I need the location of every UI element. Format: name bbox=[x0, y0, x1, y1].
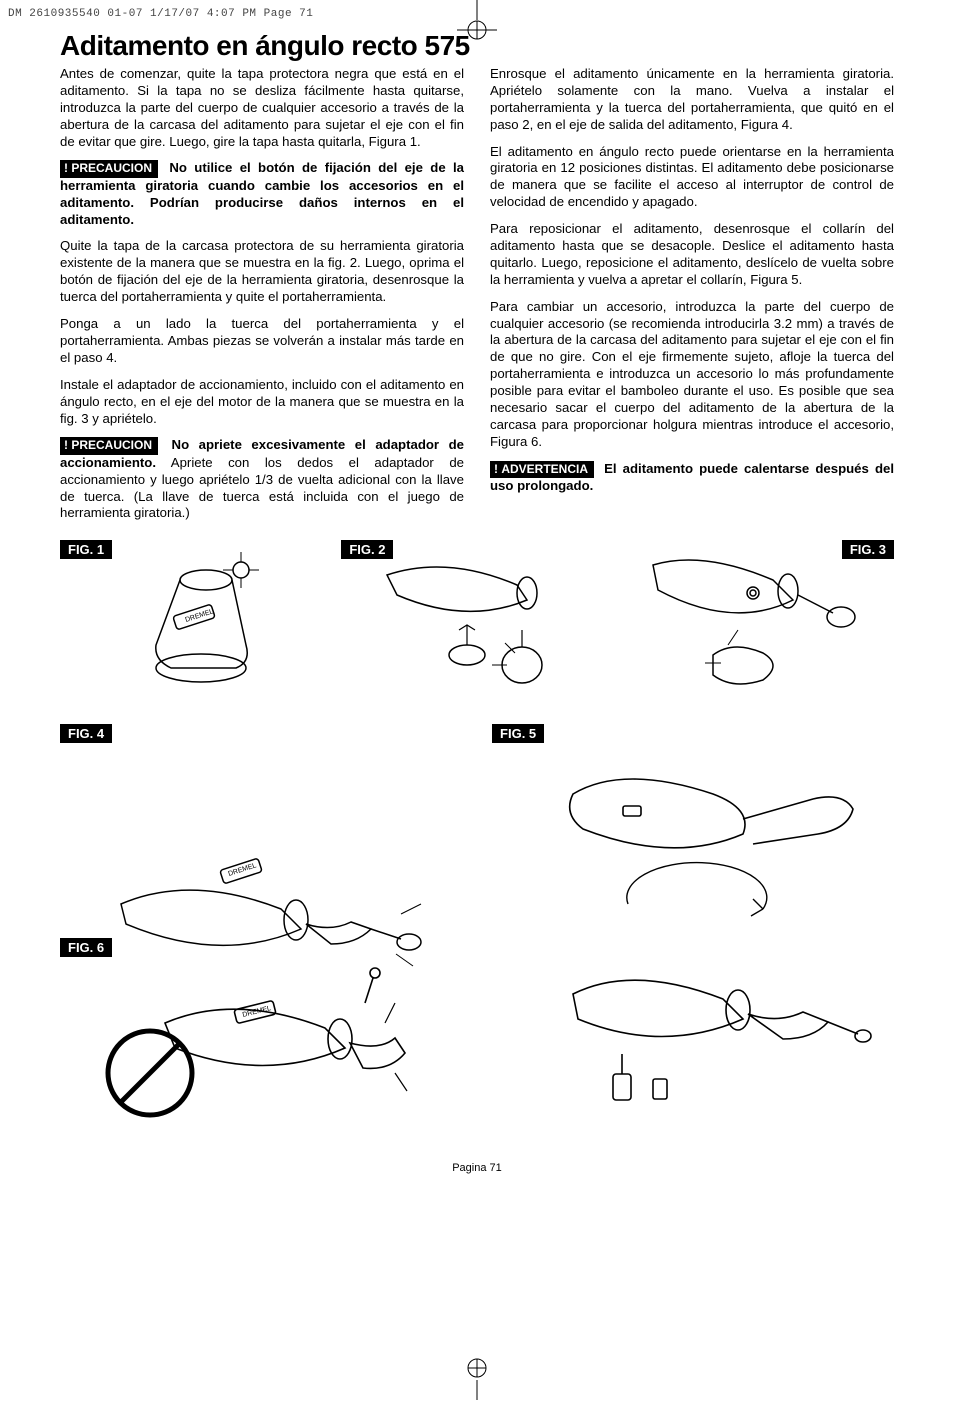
warning-block: ADVERTENCIA El aditamento puede calentar… bbox=[490, 461, 894, 495]
warning-badge: ADVERTENCIA bbox=[490, 461, 594, 478]
brand-text: DREMEL bbox=[227, 863, 257, 879]
caution-block: PRECAUCION No utilice el botón de fijaci… bbox=[60, 160, 464, 228]
paragraph: Enrosque el aditamento únicamente en la … bbox=[490, 66, 894, 134]
figure-1: FIG. 1 DREMEL bbox=[60, 540, 331, 710]
caution-badge: PRECAUCION bbox=[60, 437, 158, 454]
caution-badge: PRECAUCION bbox=[60, 160, 158, 177]
figure-2: FIG. 2 bbox=[341, 540, 612, 710]
paragraph: Ponga a un lado la tuerca del portaherra… bbox=[60, 316, 464, 367]
prepress-slug: DM 2610935540 01-07 1/17/07 4:07 PM Page… bbox=[8, 8, 313, 20]
caution-block: PRECAUCION No apriete excesivamente el a… bbox=[60, 437, 464, 522]
figure-6: FIG. 6 bbox=[60, 938, 460, 1148]
paragraph: Para cambiar un accesorio, introduzca la… bbox=[490, 299, 894, 451]
figure-3: FIG. 3 bbox=[623, 540, 894, 710]
fig6-illustration: DREMEL bbox=[95, 943, 425, 1143]
figure-5: FIG. 5 bbox=[492, 724, 894, 1144]
crop-mark-bottom bbox=[452, 1350, 502, 1400]
paragraph: Instale el adaptador de accionamiento, i… bbox=[60, 377, 464, 428]
paragraph: Quite la tapa de la carcasa protectora d… bbox=[60, 238, 464, 306]
figures-region: FIG. 1 DREMEL FIG. 2 bbox=[60, 540, 894, 1148]
paragraph: Para reposicionar el aditamento, desenro… bbox=[490, 221, 894, 289]
fig3-illustration bbox=[643, 545, 873, 705]
page-title: Aditamento en ángulo recto 575 bbox=[60, 30, 894, 62]
fig5-illustration bbox=[513, 734, 873, 1134]
body-columns: Antes de comenzar, quite la tapa protect… bbox=[60, 66, 894, 522]
fig1-illustration: DREMEL bbox=[96, 550, 296, 700]
page-number: Pagina 71 bbox=[60, 1162, 894, 1174]
fig2-illustration bbox=[367, 545, 587, 705]
paragraph: Antes de comenzar, quite la tapa protect… bbox=[60, 66, 464, 150]
paragraph: El aditamento en ángulo recto puede orie… bbox=[490, 144, 894, 212]
